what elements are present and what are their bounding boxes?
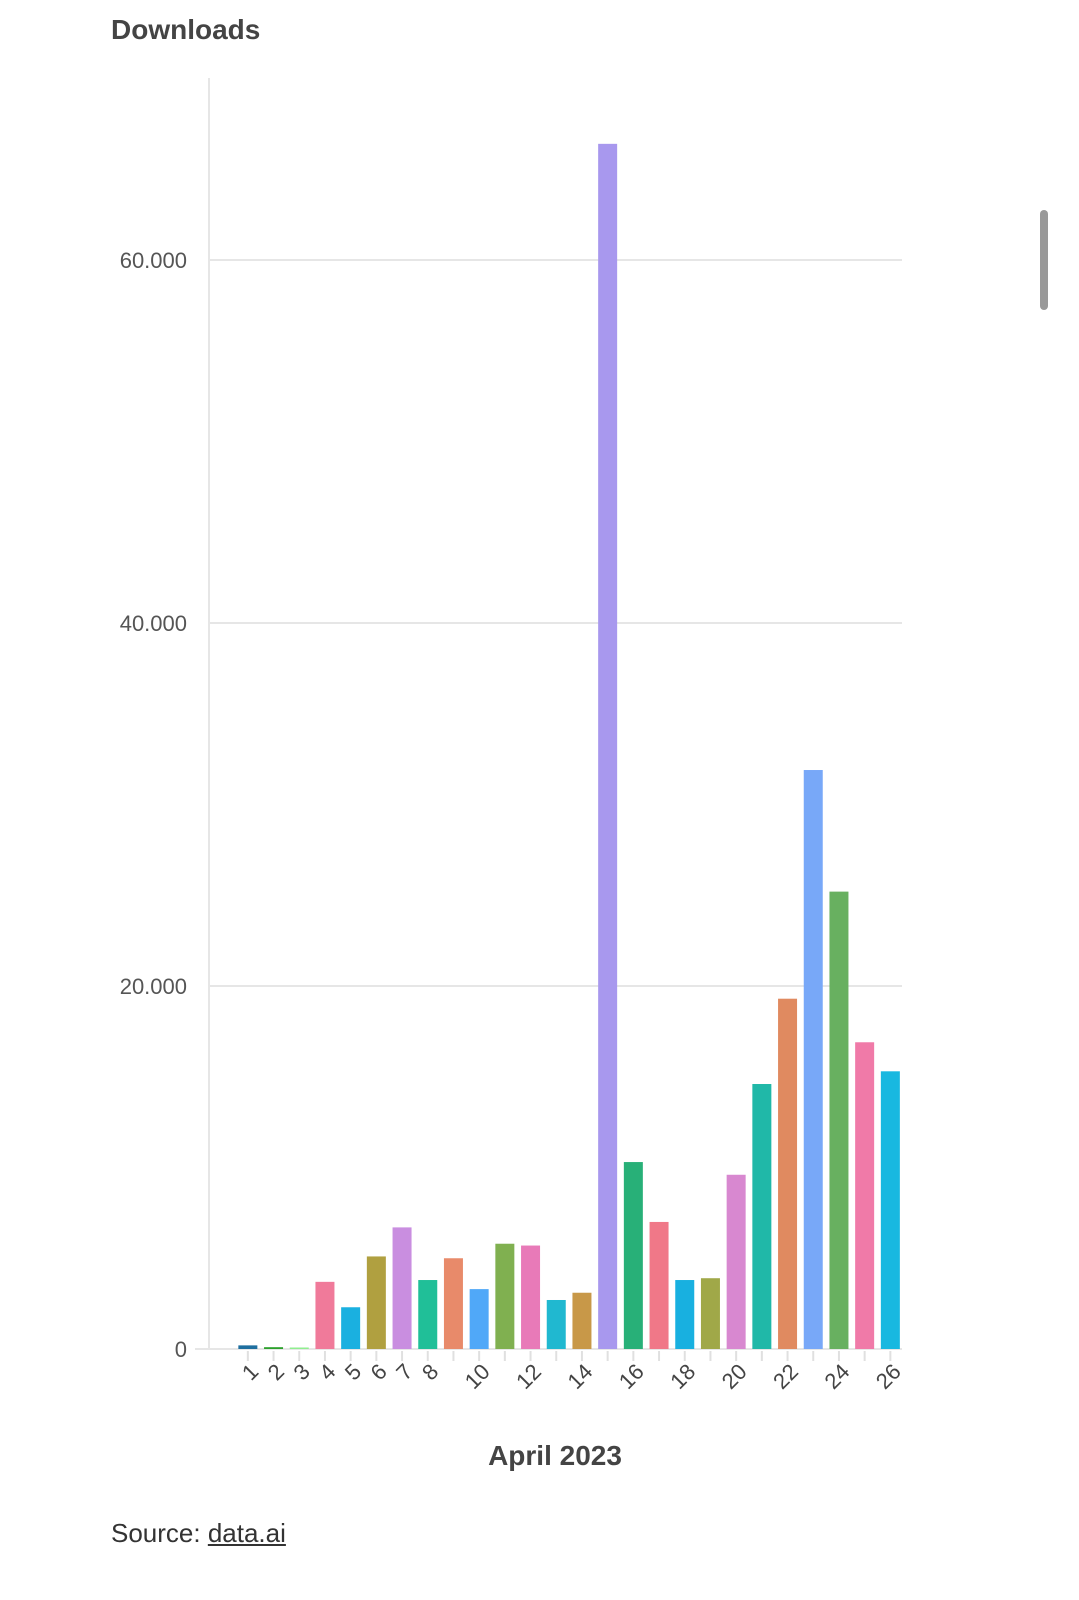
x-tick-label: 24 [819,1359,854,1394]
source-prefix: Source: [111,1518,208,1548]
bar-day-6[interactable] [366,1256,386,1349]
y-tick-label: 0 [175,1337,187,1362]
bar-layer [238,143,900,1350]
bar-day-25[interactable] [855,1042,875,1349]
x-tick-label: 1 [237,1359,263,1385]
x-tick-label: 12 [511,1359,546,1394]
bar-day-8[interactable] [418,1280,438,1349]
x-tick-label: 16 [614,1359,649,1394]
bar-day-15[interactable] [598,143,618,1350]
bar-day-12[interactable] [521,1245,541,1349]
bar-day-16[interactable] [623,1162,643,1349]
bar-day-26[interactable] [880,1071,900,1349]
bar-day-4[interactable] [315,1281,335,1349]
bar-day-24[interactable] [829,891,849,1349]
bar-day-1[interactable] [238,1345,258,1349]
bar-day-2[interactable] [264,1347,284,1349]
source-note: Source: data.ai [111,1518,286,1549]
bar-day-19[interactable] [700,1278,720,1349]
x-tick-label: 2 [263,1359,289,1385]
scrollbar-thumb[interactable] [1040,210,1048,310]
bar-day-5[interactable] [341,1307,361,1349]
x-tick-layer: 1 2 3 4 5 6 7 8 10 12 14 16 18 20 22 24 26 [237,1351,906,1394]
x-tick-label: 5 [340,1359,366,1385]
x-tick-label: 20 [717,1359,752,1394]
chart-title: Downloads [111,14,261,45]
bar-day-17[interactable] [649,1221,669,1349]
bar-day-18[interactable] [675,1280,695,1349]
bar-day-11[interactable] [495,1243,515,1349]
x-tick-label: 8 [417,1359,443,1385]
y-tick-label: 20.000 [120,974,187,999]
bar-day-10[interactable] [469,1289,489,1349]
bar-day-20[interactable] [726,1174,746,1349]
source-link[interactable]: data.ai [207,1518,286,1548]
x-tick-label: 10 [460,1359,495,1394]
x-tick-label: 26 [871,1359,906,1394]
x-tick-label: 4 [314,1359,340,1385]
bar-day-9[interactable] [443,1258,463,1349]
x-tick-label: 22 [768,1359,803,1394]
x-tick-label: 18 [665,1359,700,1394]
bar-day-23[interactable] [803,770,823,1349]
y-tick-label: 40.000 [120,611,187,636]
x-tick-label: 7 [391,1359,417,1385]
bar-day-3[interactable] [289,1347,309,1350]
bar-day-7[interactable] [392,1227,412,1349]
bar-day-14[interactable] [572,1292,592,1349]
x-tick-label: 6 [366,1359,392,1385]
y-tick-label: 60.000 [120,248,187,273]
x-tick-label: 14 [562,1359,597,1394]
x-tick-label: 3 [288,1359,314,1385]
bar-day-21[interactable] [752,1084,772,1349]
bar-day-13[interactable] [546,1299,566,1349]
bar-day-22[interactable] [778,998,798,1349]
x-axis-title: April 2023 [488,1440,622,1471]
